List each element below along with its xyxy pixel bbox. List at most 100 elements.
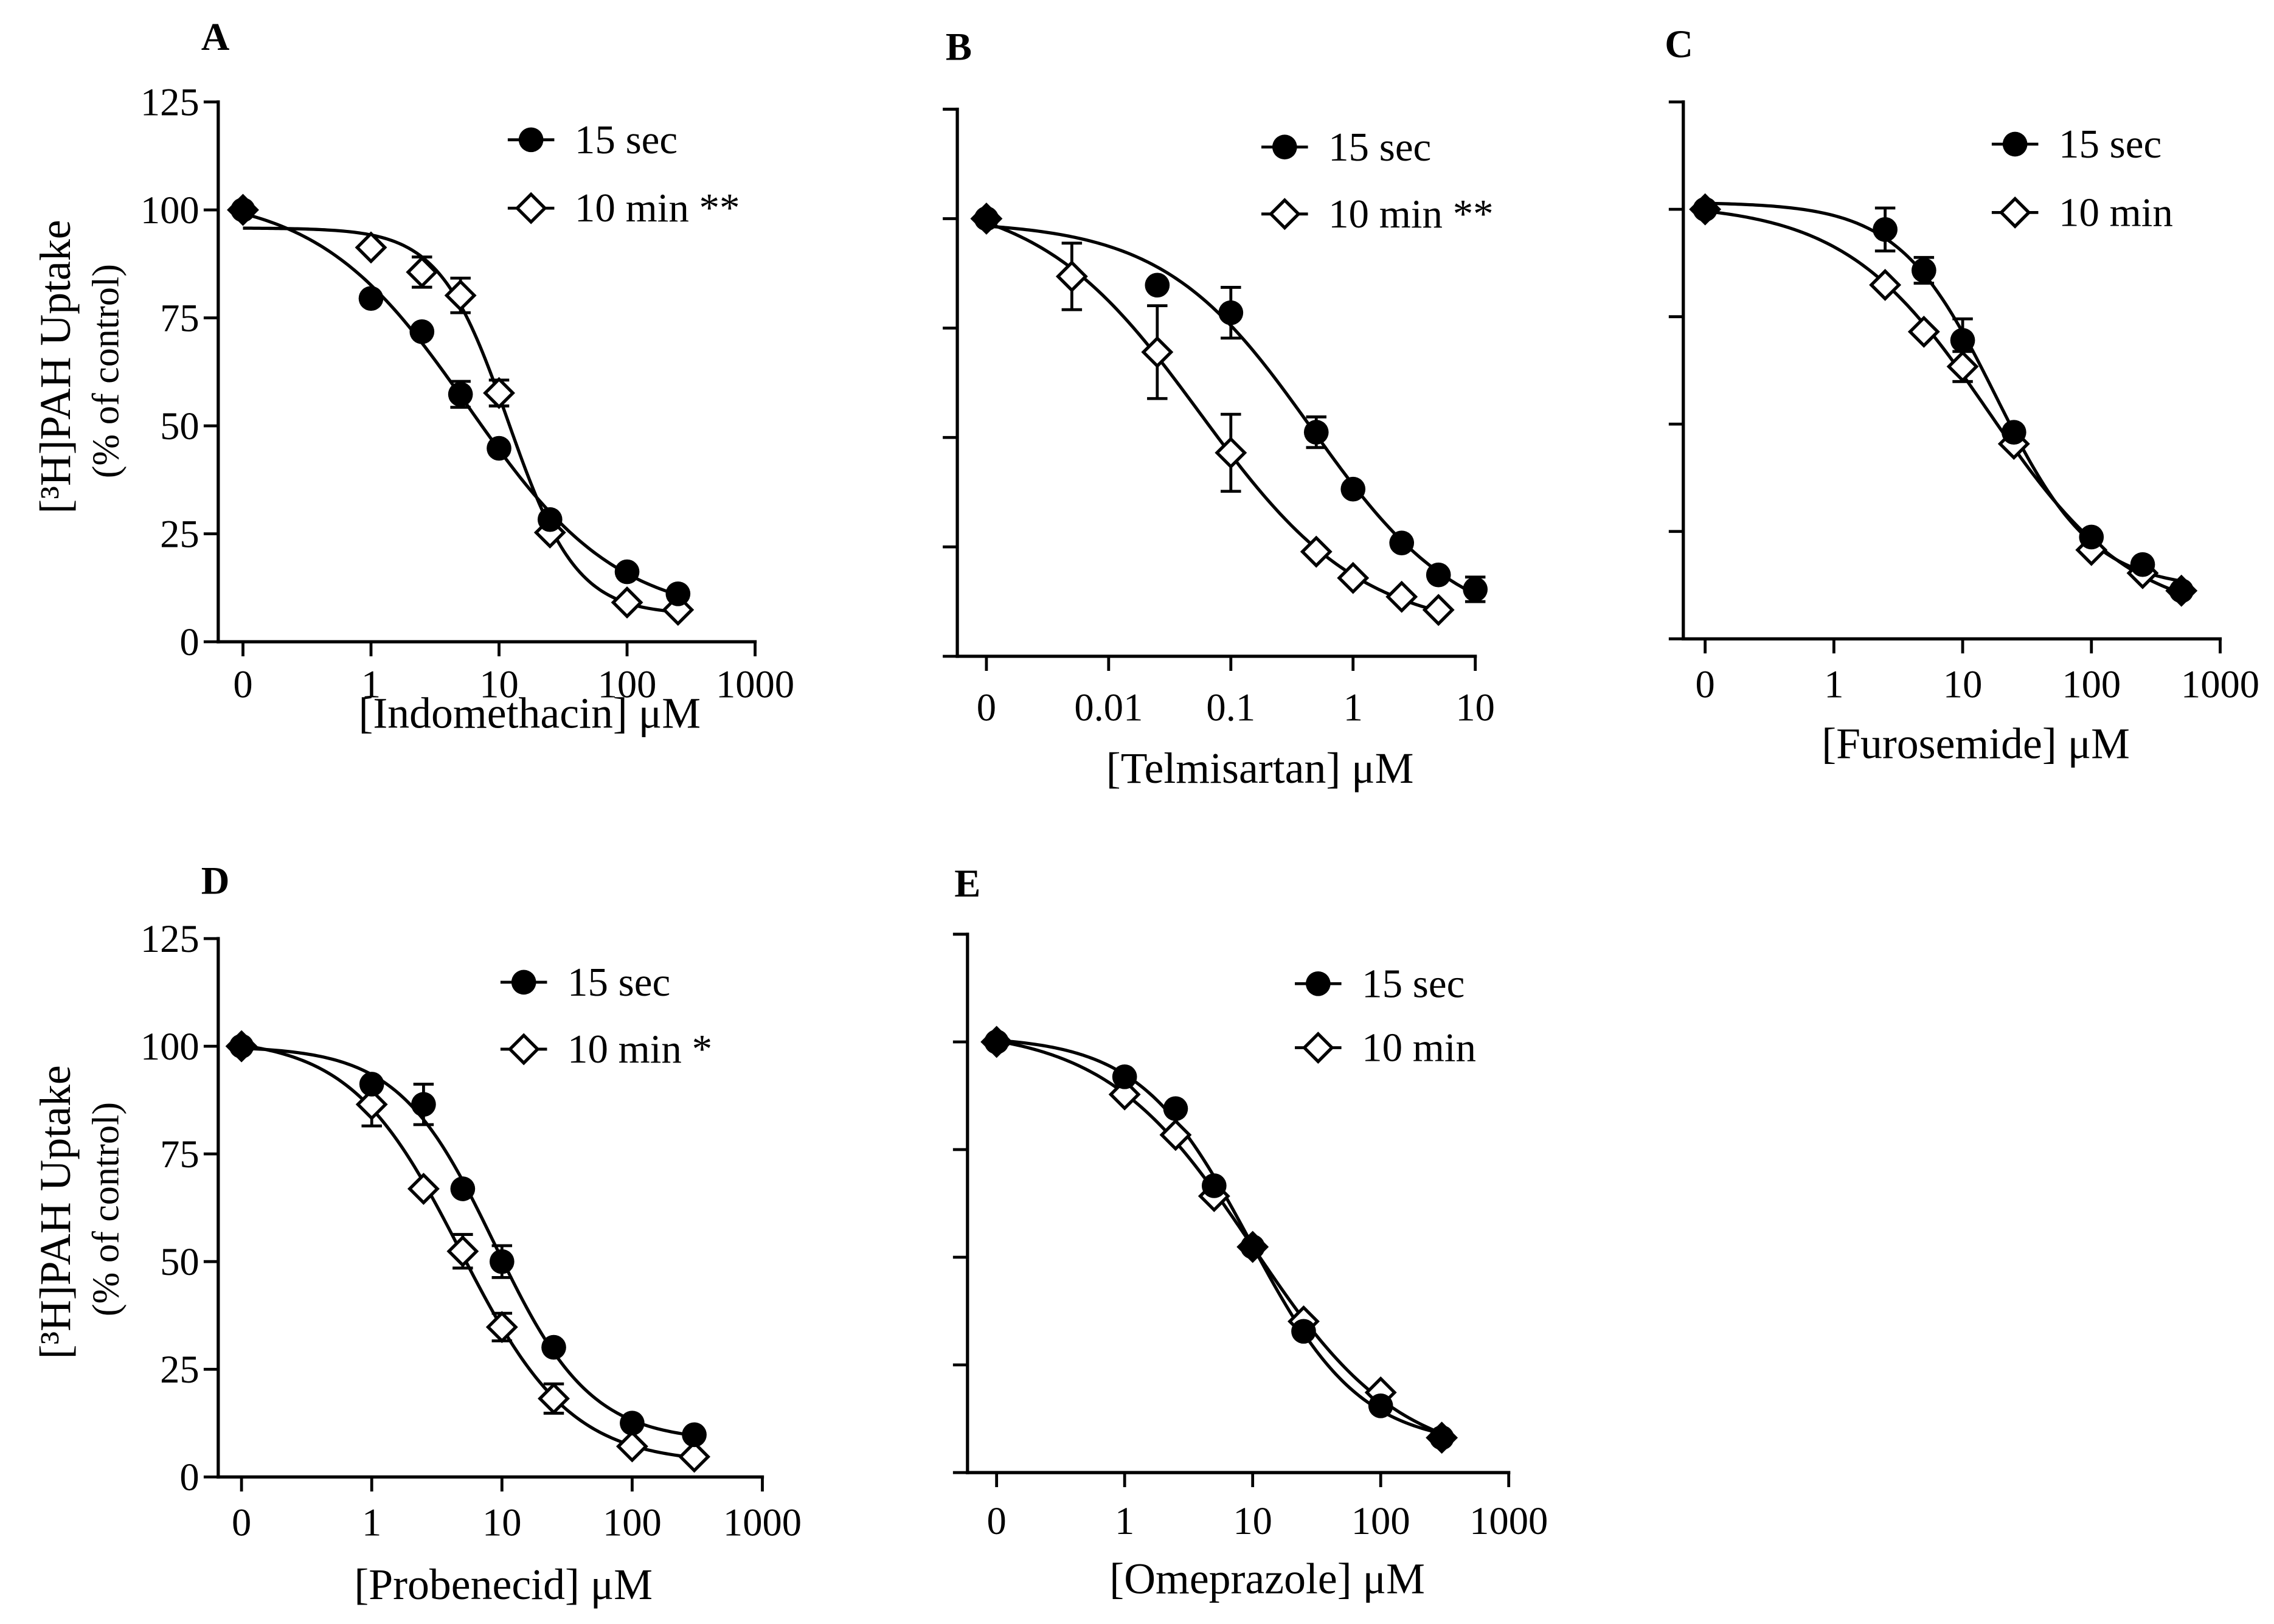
x-axis-title: [Furosemide] μM	[1822, 720, 2130, 768]
fit-curve-10-min	[996, 1039, 1443, 1435]
x-tick-label: 0	[233, 662, 252, 706]
legend-marker-circle	[518, 127, 544, 153]
data-point-15-sec	[2130, 552, 2155, 577]
x-tick-label: 1	[361, 662, 381, 706]
data-point-10-min	[1055, 260, 1088, 293]
chart-panel-a: 0 25 50 75 100 125 0 1 10 100 1000 15 sec 10 min ** A…	[31, 15, 794, 737]
fit-curve-10-min	[986, 221, 1439, 613]
data-point-15-sec	[359, 1072, 384, 1097]
panel-label: C	[1665, 22, 1693, 66]
y-tick-label: 100	[140, 1024, 199, 1068]
fit-curve-10-min	[1705, 209, 2182, 595]
x-tick-label: 1	[362, 1500, 381, 1544]
data-point-15-sec	[537, 507, 563, 532]
x-tick-label: 100	[598, 662, 657, 706]
data-point-10-min	[538, 1382, 570, 1415]
data-point-10-min	[1141, 336, 1174, 369]
x-axis-title: [Telmisartan] μM	[1106, 744, 1414, 793]
y-axis-subtitle: (% of control)	[86, 264, 127, 478]
data-point-15-sec	[2001, 420, 2026, 445]
x-axis-title: [Indomethacin] μM	[359, 689, 701, 737]
legend-label: 10 min **	[1328, 192, 1494, 237]
y-tick-label: 125	[140, 80, 199, 124]
data-point-10-min	[615, 1430, 648, 1463]
legend-label: 15 sec	[575, 117, 678, 162]
data-point-15-sec	[620, 1411, 645, 1436]
data-point-10-min	[444, 279, 477, 312]
data-point-15-sec	[409, 319, 435, 344]
y-tick-label: 25	[160, 512, 199, 556]
data-point-15-sec	[1201, 1173, 1227, 1198]
data-point-15-sec	[1163, 1096, 1188, 1122]
legend-marker-diamond	[515, 192, 547, 224]
data-point-15-sec	[358, 286, 384, 311]
y-tick-label: 50	[160, 1240, 199, 1283]
legend-item: 10 min	[1991, 190, 2173, 235]
y-axis-subtitle: (% of control)	[86, 1102, 127, 1316]
x-tick-label: 1000	[2181, 662, 2259, 706]
legend-item: 15 sec	[500, 960, 670, 1005]
x-tick-label: 0	[987, 1499, 1007, 1542]
data-point-10-min	[355, 231, 387, 264]
data-point-10-min	[446, 1235, 479, 1268]
fit-curve-15-sec	[1705, 201, 2182, 583]
x-tick-label: 1	[1115, 1499, 1134, 1542]
data-point-15-sec	[1426, 562, 1451, 588]
legend-marker-diamond	[1268, 198, 1301, 231]
x-tick-label: 0.01	[1074, 685, 1143, 729]
legend-label: 15 sec	[2059, 122, 2161, 167]
chart-panel-d: 0 25 50 75 100 125 0 1 10 100 1000 15 sec 10 min * D […	[31, 858, 802, 1609]
legend-label: 10 min	[2059, 190, 2173, 235]
x-axis-title: [Omeprazole] μM	[1109, 1555, 1425, 1603]
legend-item: 10 min *	[500, 1027, 712, 1072]
data-point-15-sec	[489, 1249, 515, 1274]
y-tick-label: 125	[140, 917, 199, 960]
data-point-10-min	[1300, 535, 1333, 568]
data-point-10-min	[406, 255, 439, 288]
data-point-15-sec	[231, 197, 255, 223]
data-point-15-sec	[1368, 1393, 1393, 1418]
data-point-15-sec	[614, 559, 640, 585]
legend-item: 15 sec	[1295, 961, 1465, 1006]
x-tick-label: 10	[1943, 662, 1983, 706]
legend-marker-circle	[2002, 131, 2028, 157]
legend-marker-diamond	[1998, 196, 2031, 229]
x-tick-label: 10	[1455, 685, 1495, 729]
legend-item: 15 sec	[1261, 125, 1431, 170]
data-point-15-sec	[1873, 217, 1898, 242]
x-tick-label: 10	[479, 662, 519, 706]
data-point-15-sec	[229, 1033, 254, 1059]
data-point-10-min	[1159, 1119, 1192, 1151]
data-point-15-sec	[1950, 328, 1975, 353]
x-tick-label: 0	[232, 1500, 251, 1544]
data-point-15-sec	[1145, 272, 1170, 298]
legend-marker-circle	[511, 970, 536, 995]
data-point-15-sec	[541, 1334, 566, 1360]
data-point-15-sec	[665, 581, 691, 606]
y-tick-label: 25	[160, 1347, 199, 1391]
data-point-15-sec	[2169, 578, 2194, 603]
data-point-10-min	[1869, 268, 1902, 301]
data-point-10-min	[1337, 561, 1370, 594]
x-tick-label: 1	[1343, 685, 1363, 729]
x-tick-label: 0.1	[1206, 685, 1255, 729]
data-point-15-sec	[448, 381, 473, 407]
data-point-10-min	[407, 1173, 440, 1205]
data-point-15-sec	[1340, 476, 1366, 502]
data-point-10-min	[1108, 1078, 1141, 1111]
legend-label: 15 sec	[1328, 125, 1431, 170]
y-tick-label: 75	[160, 296, 199, 340]
y-tick-label: 0	[179, 1455, 199, 1499]
data-point-15-sec	[1240, 1234, 1266, 1260]
legend-label: 10 min *	[567, 1027, 712, 1072]
data-point-15-sec	[1389, 530, 1415, 555]
legend-item: 10 min **	[1261, 192, 1494, 237]
data-point-15-sec	[487, 435, 511, 461]
legend-marker-circle	[1305, 971, 1331, 996]
data-point-15-sec	[682, 1422, 707, 1448]
legend-item: 10 min **	[507, 186, 740, 231]
x-tick-label: 0	[977, 685, 996, 729]
legend-item: 15 sec	[507, 117, 678, 162]
data-point-10-min	[1907, 315, 1940, 348]
data-point-10-min	[1385, 580, 1418, 613]
